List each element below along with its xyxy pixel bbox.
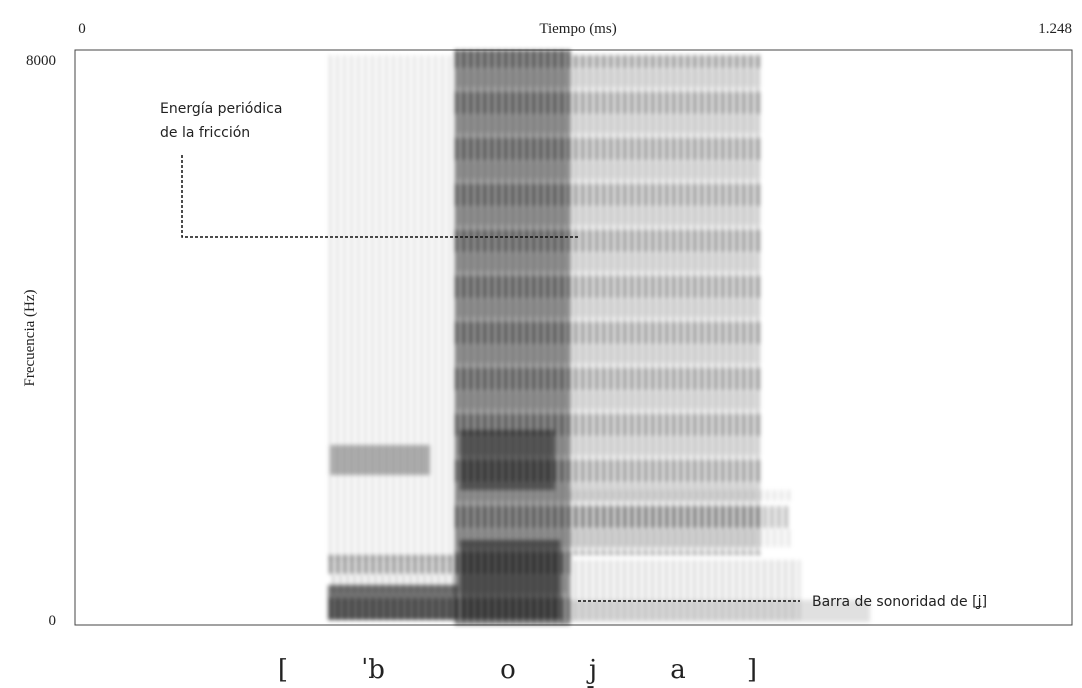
segment-label: a xyxy=(670,655,686,685)
y-axis-label: Frecuencia (Hz) xyxy=(22,289,38,386)
x-tick-label: 0 xyxy=(78,21,86,37)
spectrogram-image xyxy=(328,50,870,625)
segment-label: o xyxy=(500,655,516,685)
annotation: Barra de sonoridad de [ʝ] xyxy=(812,594,987,610)
x-tick-label: 1.248 xyxy=(1038,21,1072,37)
annotation: Energía periódica xyxy=(160,101,282,117)
segment-label: ˈb xyxy=(361,655,385,685)
y-tick-label: 8000 xyxy=(26,53,56,69)
y-tick-label: 0 xyxy=(49,613,57,629)
annotation-line xyxy=(181,155,578,238)
segment-label: ] xyxy=(747,655,757,685)
segment-label: j̞ xyxy=(586,655,597,688)
x-axis-label: Tiempo (ms) xyxy=(539,21,616,37)
annotation: de la fricción xyxy=(160,125,250,141)
segment-label: [ xyxy=(278,655,288,685)
